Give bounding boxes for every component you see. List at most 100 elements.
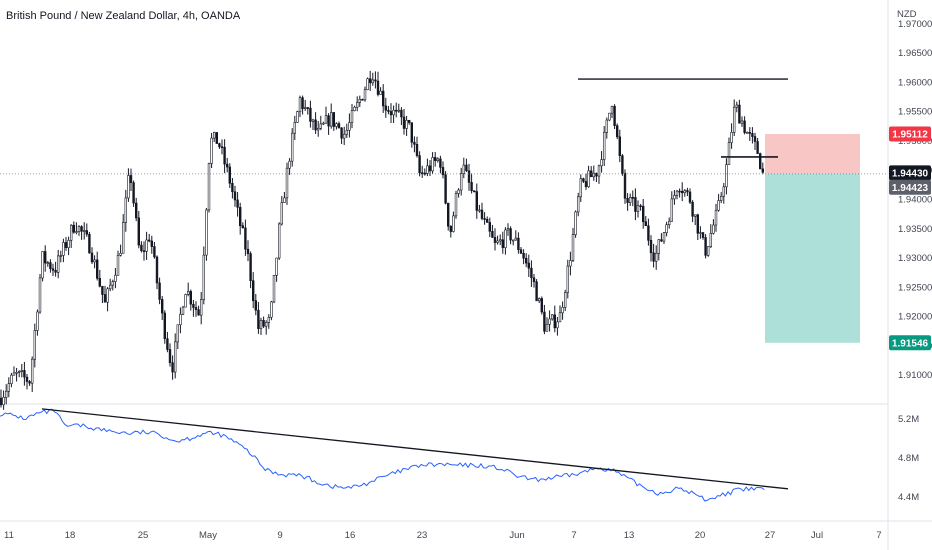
candle-body: [475, 191, 478, 211]
time-tick-label: 18: [65, 530, 76, 541]
time-tick-label: 7: [571, 530, 576, 541]
candle-body: [38, 277, 42, 313]
candle-body: [761, 168, 765, 173]
candle-body: [532, 277, 536, 283]
last-price-badge: [889, 179, 931, 195]
time-tick-label: 25: [138, 530, 149, 541]
candle-body: [361, 98, 364, 101]
price-overlays-layer: [0, 78, 888, 343]
candle-body: [449, 225, 452, 232]
candle-body: [205, 209, 208, 256]
candle-body: [732, 106, 736, 133]
indicator-tick-label: 4.8M: [898, 453, 919, 464]
candle-body: [743, 120, 746, 133]
candle-body: [257, 309, 260, 329]
candle-body: [600, 159, 603, 167]
candle-body: [704, 237, 707, 256]
candle-body: [457, 189, 460, 194]
candle-body: [116, 254, 120, 276]
candle-body: [15, 372, 18, 374]
time-tick-label: 7: [876, 530, 881, 541]
candle-body: [662, 232, 666, 242]
candle-body: [527, 262, 531, 269]
candle-body: [649, 240, 653, 254]
candle-body: [563, 292, 567, 308]
candle-body: [569, 260, 572, 267]
candle-body: [12, 372, 16, 376]
candle-body: [579, 178, 583, 198]
last-price-badge-label: 1.94423: [892, 183, 929, 194]
candle-body: [498, 239, 502, 242]
candle-body: [553, 314, 557, 329]
price-tick-label: 1.96500: [898, 48, 932, 59]
candle-body: [148, 239, 151, 242]
candle-body: [433, 157, 437, 161]
candle-body: [519, 249, 523, 254]
candle-body: [543, 311, 546, 332]
candle-body: [296, 111, 299, 123]
candle-body: [322, 122, 325, 125]
indicator-axis[interactable]: 5.2M 4.8M 4.4M: [898, 414, 919, 503]
candle-body: [67, 239, 70, 248]
candle-body: [509, 228, 512, 241]
time-tick-label: Jul: [811, 530, 823, 541]
candle-body: [753, 136, 757, 142]
candle-body: [561, 306, 564, 314]
candle-body: [660, 239, 663, 242]
candle-body: [444, 174, 447, 204]
candle-body: [667, 220, 671, 226]
candle-body: [145, 239, 148, 252]
candle-body: [129, 175, 133, 184]
time-tick-label: May: [199, 530, 217, 541]
candle-body: [288, 160, 291, 169]
candle-body: [506, 228, 510, 231]
candle-body: [189, 291, 192, 305]
candle-body: [337, 123, 341, 129]
candle-body: [122, 222, 125, 254]
candle-body: [714, 209, 718, 226]
time-tick-label: Jun: [509, 530, 524, 541]
candle-body: [483, 218, 486, 220]
time-axis[interactable]: 11 18 25 May 9 16 23 Jun 7 13 20 27 Jul 7: [4, 530, 882, 541]
candle-body: [207, 163, 211, 211]
candle-body: [142, 250, 146, 252]
candle-body: [197, 309, 200, 316]
price-axis[interactable]: 1.970001.965001.960001.955001.950001.945…: [898, 19, 932, 381]
candle-body: [615, 125, 619, 138]
candle-body: [725, 164, 728, 188]
candle-body: [239, 207, 242, 226]
candle-body: [389, 111, 393, 116]
candle-body: [540, 298, 544, 313]
indicator-series-line: [0, 408, 765, 502]
candle-body: [228, 166, 231, 184]
candles-layer: [0, 70, 765, 410]
candle-body: [699, 232, 702, 234]
candle-body: [566, 265, 570, 293]
candle-body: [501, 239, 504, 248]
candle-body: [738, 104, 741, 124]
candle-body: [303, 107, 307, 109]
candle-body: [610, 105, 614, 114]
candle-body: [418, 155, 421, 174]
candle-body: [187, 291, 190, 295]
candle-body: [259, 319, 263, 329]
candle-body: [454, 193, 458, 217]
candle-body: [709, 233, 713, 247]
candle-body: [517, 237, 520, 250]
candle-body: [150, 240, 153, 247]
candle-body: [127, 175, 130, 199]
time-tick-label: 20: [695, 530, 706, 541]
candle-body: [43, 251, 47, 264]
candle-body: [688, 191, 692, 203]
candle-body: [488, 222, 491, 232]
indicator-tick-label: 5.2M: [898, 414, 919, 425]
candle-body: [587, 170, 590, 187]
candle-body: [329, 112, 333, 127]
candle-body: [213, 132, 216, 139]
candle-body: [576, 196, 580, 213]
candle-body: [54, 269, 57, 273]
candle-body: [613, 105, 616, 126]
candle-body: [355, 102, 359, 108]
candle-body: [696, 214, 700, 234]
